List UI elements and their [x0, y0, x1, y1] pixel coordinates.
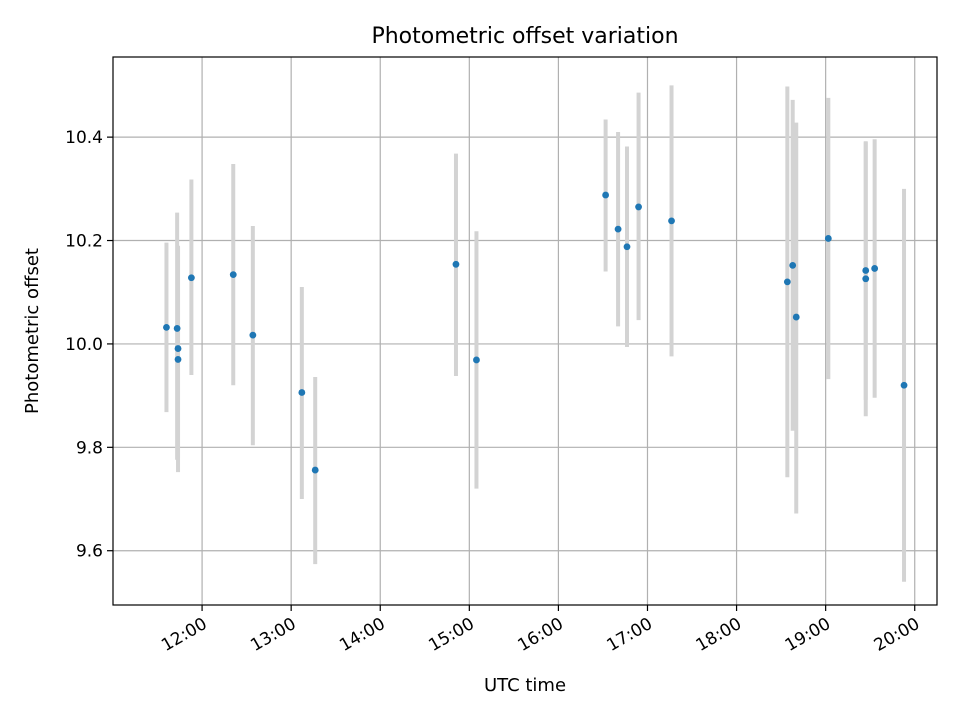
data-point — [249, 331, 257, 339]
data-point — [668, 217, 675, 225]
data-point — [871, 265, 879, 272]
y-tick-label: 9.6 — [76, 542, 103, 562]
data-point — [602, 191, 610, 199]
y-axis-label: Photometric offset — [22, 248, 43, 414]
data-point — [174, 356, 182, 363]
data-point — [452, 260, 460, 268]
data-point — [187, 274, 195, 282]
x-tick-label: 17:00 — [604, 614, 656, 656]
error-bars — [164, 85, 907, 582]
data-point — [862, 275, 870, 283]
data-point — [792, 313, 800, 321]
x-tick-label: 13:00 — [247, 614, 299, 656]
plot-frame — [112, 56, 938, 606]
data-point — [789, 261, 797, 269]
data-point — [298, 389, 306, 396]
data-point — [173, 325, 181, 332]
data-point — [614, 225, 622, 233]
data-point — [163, 323, 170, 331]
data-point — [900, 381, 908, 389]
data-points — [163, 191, 908, 474]
y-tick-label: 10.4 — [65, 128, 103, 148]
data-point — [311, 466, 319, 474]
y-tick-label: 10.0 — [65, 335, 103, 355]
x-axis-ticks: 12:00 13:00 14:00 15:00 16:00 17:00 18:00 19:00… — [158, 605, 923, 656]
x-tick-label: 20:00 — [871, 614, 923, 656]
data-point — [623, 243, 631, 251]
data-point — [635, 203, 642, 211]
x-tick-label: 18:00 — [693, 614, 745, 656]
data-point — [824, 235, 832, 242]
chart-title: Photometric offset variation — [371, 24, 678, 49]
y-axis-ticks: 9.6 9.8 10.0 10.2 10.4 — [65, 128, 113, 562]
x-tick-label: 16:00 — [514, 614, 566, 656]
data-point — [473, 356, 480, 364]
x-tick-label: 19:00 — [782, 614, 834, 656]
x-axis-label: UTC time — [484, 675, 566, 696]
data-point — [174, 345, 182, 352]
data-point — [783, 278, 791, 286]
y-tick-label: 9.8 — [76, 438, 103, 458]
grid-lines — [113, 57, 937, 605]
y-tick-label: 10.2 — [65, 232, 103, 252]
x-tick-label: 15:00 — [425, 614, 477, 656]
x-tick-label: 14:00 — [336, 614, 388, 656]
data-point — [229, 271, 237, 279]
data-point — [862, 267, 870, 274]
x-tick-label: 12:00 — [158, 614, 210, 656]
